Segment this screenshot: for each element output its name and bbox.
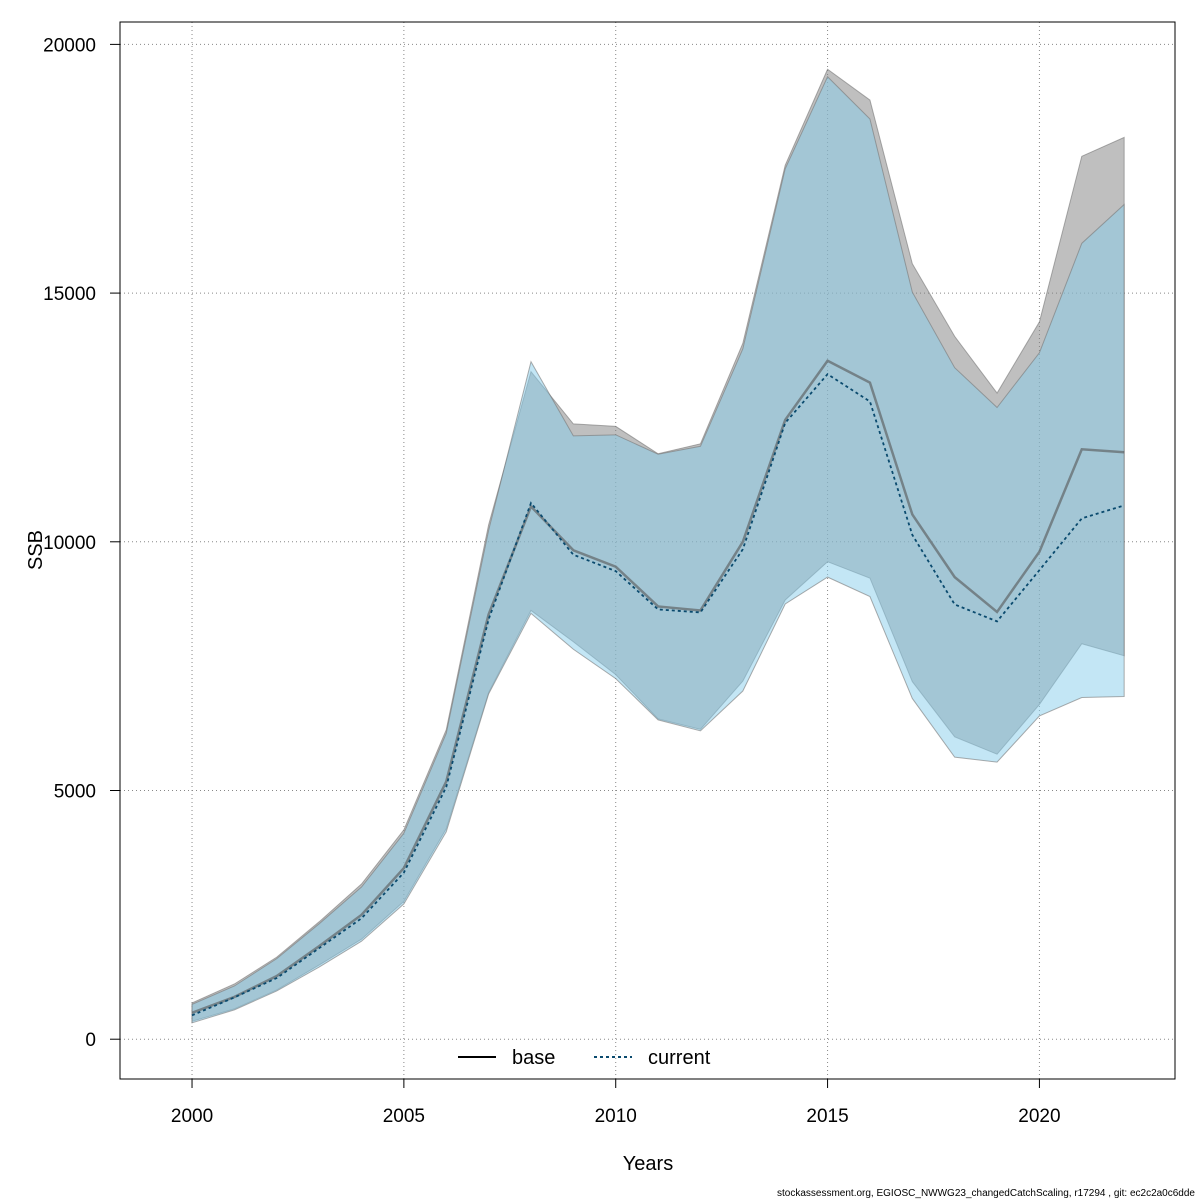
series-line-current <box>191 372 1125 1017</box>
point-current-2013 <box>742 548 744 550</box>
point-current-2022 <box>1123 505 1125 507</box>
legend-label-base: base <box>512 1047 555 1069</box>
point-current-2003 <box>318 947 320 949</box>
point-base-2006 <box>445 781 447 783</box>
footer-note: stockassessment.org, EGIOSC_NWWG23_chang… <box>777 1188 1195 1199</box>
point-current-2018 <box>954 604 956 606</box>
point-base-2007 <box>488 614 490 616</box>
y-tick-label-10000: 10000 <box>43 533 96 554</box>
point-current-2006 <box>445 786 447 788</box>
y-tick-label-5000: 5000 <box>54 782 96 803</box>
point-current-2011 <box>657 609 659 611</box>
point-current-2001 <box>234 997 236 999</box>
point-base-2014 <box>784 419 786 421</box>
point-base-2010 <box>615 566 617 568</box>
confidence-band-current <box>191 75 1125 1024</box>
x-tick-label-2015: 2015 <box>806 1106 848 1127</box>
x-tick-label-2010: 2010 <box>595 1106 637 1127</box>
point-base-2013 <box>742 541 744 543</box>
confidence-bands <box>191 68 1125 1024</box>
series-line-base <box>191 359 1125 1015</box>
point-base-2021 <box>1081 448 1083 450</box>
x-tick-label-2000: 2000 <box>171 1106 213 1127</box>
point-base-2008 <box>530 506 532 508</box>
point-base-2005 <box>403 867 405 869</box>
point-base-2020 <box>1039 551 1041 553</box>
point-base-2019 <box>996 611 998 613</box>
point-current-2009 <box>573 554 575 556</box>
x-axis-title: Years <box>623 1153 673 1175</box>
point-current-2002 <box>276 977 278 979</box>
y-tick-label-0: 0 <box>85 1030 96 1051</box>
point-base-2015 <box>827 360 829 362</box>
point-current-2000 <box>191 1015 193 1017</box>
point-current-2017 <box>912 534 914 536</box>
legend: base current <box>458 1047 711 1069</box>
point-current-2015 <box>827 373 829 375</box>
point-current-2005 <box>403 872 405 874</box>
point-current-2020 <box>1039 569 1041 571</box>
point-base-2016 <box>869 382 871 384</box>
point-base-2011 <box>657 606 659 608</box>
point-base-2009 <box>573 549 575 551</box>
y-tick-label-15000: 15000 <box>43 284 96 305</box>
y-tick-label-20000: 20000 <box>43 35 96 56</box>
point-base-2022 <box>1123 451 1125 453</box>
point-base-2018 <box>954 576 956 578</box>
point-base-2002 <box>276 975 278 977</box>
point-current-2014 <box>784 422 786 424</box>
point-current-2019 <box>996 621 998 623</box>
y-axis-title: SSB <box>25 530 47 570</box>
point-current-2010 <box>615 570 617 572</box>
series-lines <box>191 359 1125 1017</box>
point-current-2008 <box>530 502 532 504</box>
point-base-2000 <box>191 1012 193 1014</box>
x-tick-label-2020: 2020 <box>1018 1106 1060 1127</box>
point-current-2012 <box>700 612 702 614</box>
legend-label-current: current <box>648 1047 711 1069</box>
point-base-2017 <box>912 514 914 516</box>
point-current-2007 <box>488 619 490 621</box>
point-base-2004 <box>361 914 363 916</box>
point-current-2004 <box>361 918 363 920</box>
point-current-2016 <box>869 401 871 403</box>
point-current-2021 <box>1081 518 1083 520</box>
x-tick-label-2005: 2005 <box>383 1106 425 1127</box>
axes: 2000 2005 2010 2015 2020 0 5000 10000 15000 20000 <box>43 35 1060 1127</box>
